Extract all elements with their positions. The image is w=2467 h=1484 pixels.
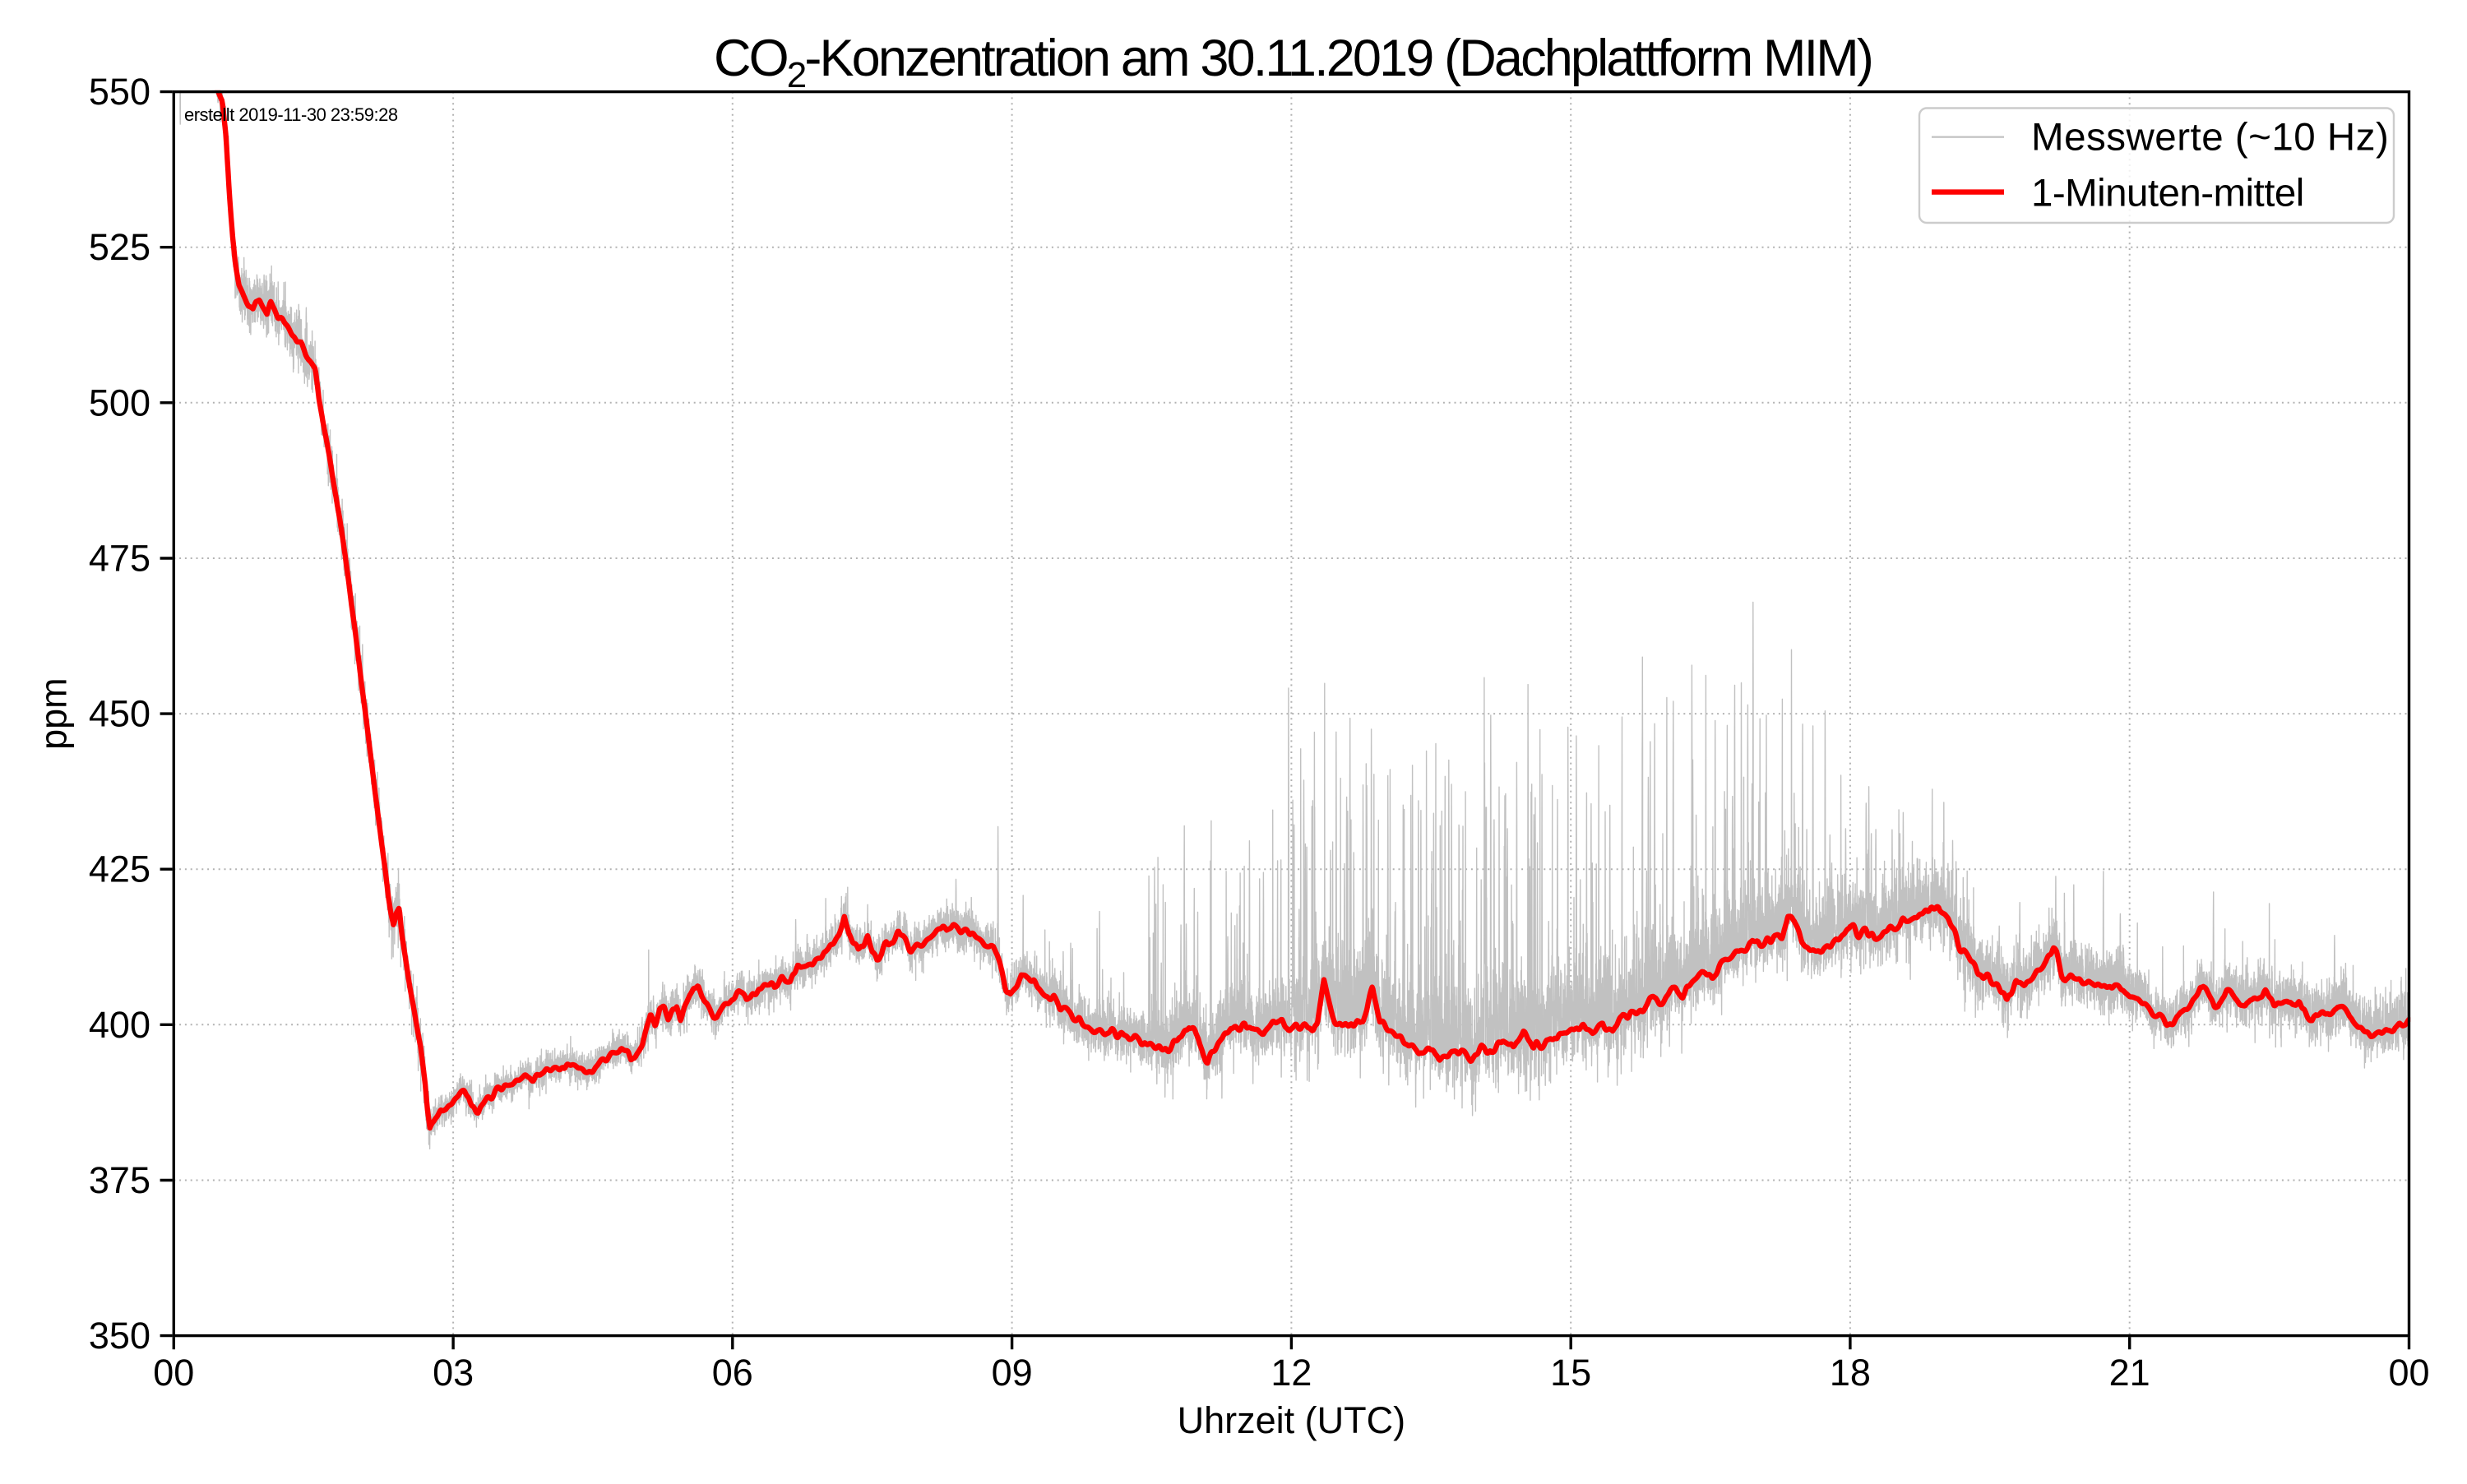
svg-text:450: 450 [89,693,150,735]
svg-text:525: 525 [89,226,150,268]
svg-text:CO2-Konzentration am 30.11.201: CO2-Konzentration am 30.11.2019 (Dachpla… [714,30,1872,95]
svg-text:1-Minuten-mittel: 1-Minuten-mittel [2031,172,2304,215]
svg-text:475: 475 [89,538,150,580]
svg-text:06: 06 [712,1352,753,1394]
svg-text:350: 350 [89,1315,150,1357]
svg-text:500: 500 [89,381,150,423]
svg-text:550: 550 [89,71,150,113]
svg-text:09: 09 [992,1352,1033,1394]
svg-text:00: 00 [153,1352,194,1394]
svg-text:12: 12 [1271,1352,1312,1394]
svg-text:Uhrzeit (UTC): Uhrzeit (UTC) [1178,1399,1406,1441]
svg-text:400: 400 [89,1004,150,1046]
svg-text:375: 375 [89,1159,150,1201]
svg-text:21: 21 [2109,1352,2150,1394]
svg-text:03: 03 [433,1352,474,1394]
svg-text:15: 15 [1550,1352,1591,1394]
svg-text:Messwerte (~10 Hz): Messwerte (~10 Hz) [2031,116,2389,159]
svg-text:00: 00 [2388,1352,2429,1394]
svg-text:ppm: ppm [33,677,75,750]
svg-text:18: 18 [1830,1352,1871,1394]
svg-text:erstellt 2019-11-30 23:59:28: erstellt 2019-11-30 23:59:28 [184,104,398,125]
svg-text:425: 425 [89,848,150,890]
